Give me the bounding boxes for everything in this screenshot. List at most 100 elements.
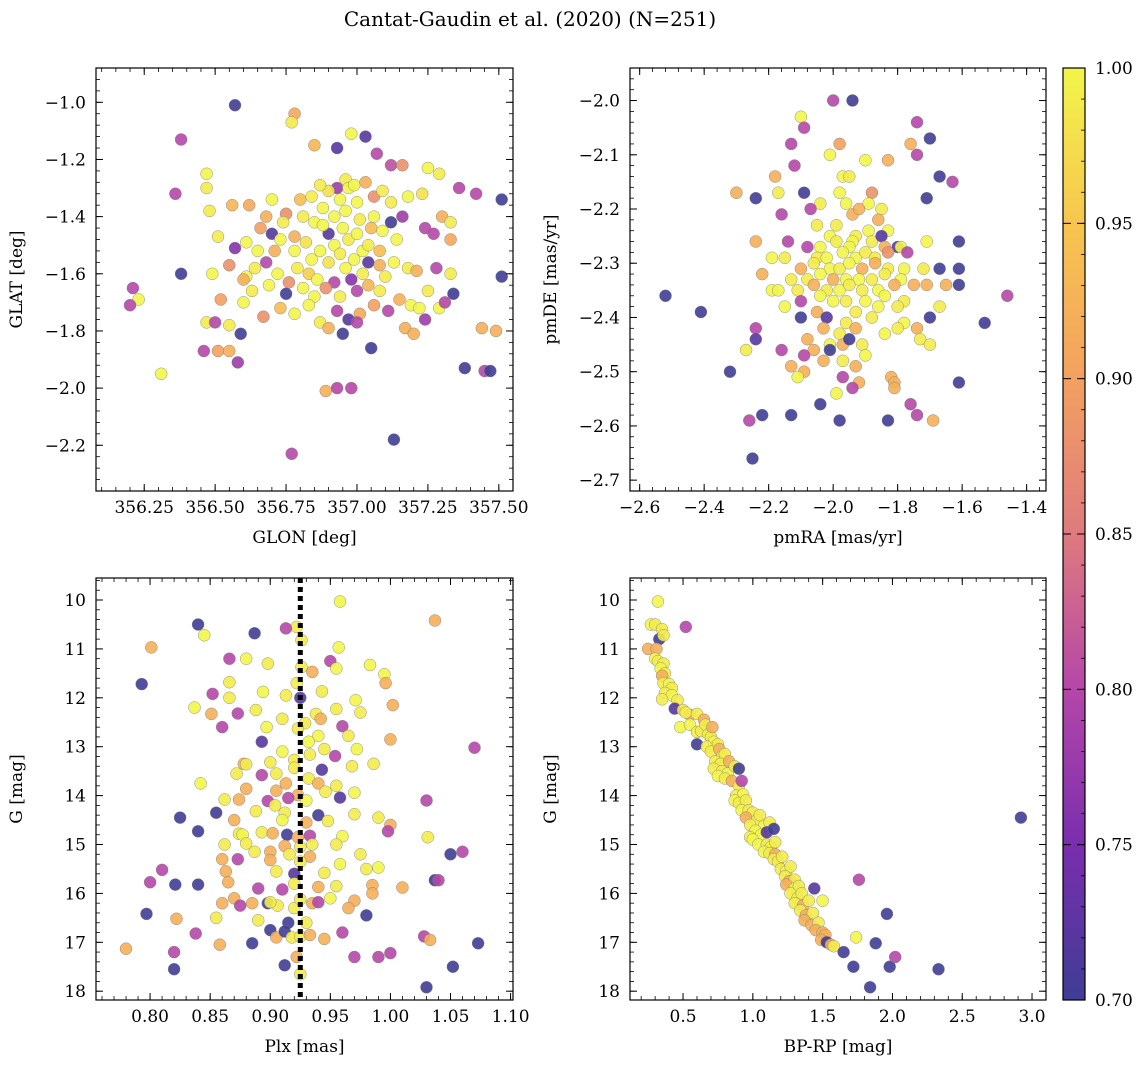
scatter-point [255,826,268,839]
scatter-point [920,191,933,205]
panel-pmra-pmde: −2.6 −2.4 −2.2 −2.0 −1.8 −1.6 −1.4 −2.0 −2.1 −2.2… [541,67,1047,548]
scatter-point [810,219,824,232]
x-tick-label: 0.85 [191,1007,229,1027]
y-tick-label: 18 [64,982,86,1002]
scatter-point [839,197,853,210]
scatter-point [169,187,182,201]
scatter-point [333,857,347,871]
y-tick-label: 13 [64,738,86,758]
scatter-point [215,720,229,734]
y-tick-label: −1.8 [45,322,86,342]
scatter-point [781,235,795,248]
scatter-point [209,911,223,924]
scatter-point [285,447,298,460]
colorbar-tick-label: 0.75 [1095,836,1133,856]
scatter-point [784,860,797,873]
scatter-point [282,276,296,289]
scatter-point [372,861,385,874]
scatter-point [878,327,891,340]
scatter-point [197,344,211,358]
scatter-point [802,894,815,907]
x-tick-label: 357.50 [469,498,528,518]
scatter-point [322,256,335,269]
scatter-point [872,300,885,313]
scatter-point [362,279,375,292]
scatter-point [856,338,869,351]
x-tick-label: −2.0 [813,498,854,518]
scatter-point [833,262,846,275]
scatter-point [447,287,460,300]
scatter-point [785,360,798,373]
scatter-point [270,784,283,797]
scatter-point [756,408,769,422]
scatter-point [336,221,349,235]
scatter-point [318,932,331,946]
scatter-point [749,333,762,346]
scatter-point [810,305,824,319]
scatter-point [923,132,937,145]
scatter-point [775,208,788,221]
scatter-point [863,981,877,994]
y-tick-label: −1.0 [45,93,86,113]
scatter-point [384,216,398,229]
scatter-point [390,233,403,246]
scatter-point [923,338,937,351]
x-tick-label: −1.6 [942,498,983,518]
scatter-point [219,865,233,878]
scatter-point [237,296,250,309]
scatter-point [880,907,894,921]
scatter-point [345,273,358,286]
x-tick-label: 0.90 [251,1007,289,1027]
scatter-point [407,327,420,340]
scatter-point [328,749,342,763]
scatter-point [827,295,840,308]
scatter-point [312,809,325,822]
scatter-point [833,284,846,297]
scatter-point [359,130,372,143]
scatter-point [767,822,780,836]
scatter-point [191,825,205,838]
scatter-point [849,305,862,319]
scatter-point [350,742,363,756]
scatter-point [342,901,355,915]
scatter-point [753,809,766,822]
scatter-point [330,304,344,318]
y-tick-label: −1.6 [45,265,86,285]
y-tick-label: 18 [598,982,620,1002]
scatter-point [778,251,791,264]
scatter-point [952,235,966,248]
scatter-point [169,878,182,891]
scatter-point [794,295,808,308]
x-axis-label: pmRA [mas/yr] [773,528,902,548]
scatter-point [230,767,243,780]
scatter-point [817,354,830,367]
scatter-point [223,344,236,358]
scatter-point [881,414,895,427]
scatter-point [173,811,187,824]
scatter-point [881,246,895,259]
scatter-point [203,204,216,218]
scatter-point [837,945,850,959]
tick-labels: 356.25 356.50 356.75 357.00 357.25 357.50 −1.0… [45,93,529,518]
scatter-point [367,210,381,223]
scatter-point [438,296,452,309]
scatter-point [365,221,378,235]
x-tick-label: 356.25 [114,498,173,518]
scatter-point [788,159,801,172]
scatter-point [261,657,274,670]
scatter-point [155,863,169,877]
scatter-point [865,311,879,324]
panel-glon-glat: 356.25 356.50 356.75 357.00 357.25 357.50 −1.0… [7,67,529,548]
scatter-point [772,186,785,199]
scatter-point [264,756,277,769]
y-tick-label: −2.3 [579,254,620,274]
scatter-point [319,384,332,398]
y-tick-label: −2.2 [579,200,620,220]
scatter-point [836,354,849,367]
scatter-point [296,210,310,223]
scatter-point [846,381,859,395]
scatter-point [785,273,798,286]
scatter-point [910,115,924,129]
scatter-point [312,777,325,790]
scatter-point [232,793,246,806]
